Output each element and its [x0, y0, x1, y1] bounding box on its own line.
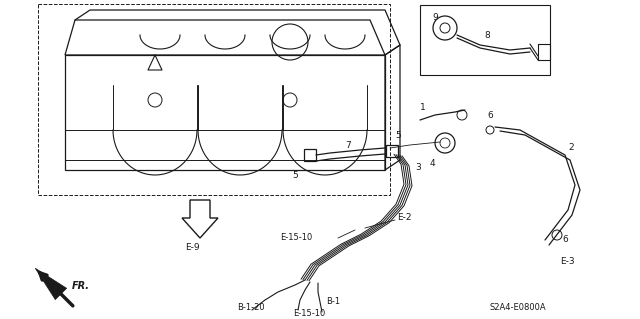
Text: 6: 6 [562, 235, 568, 244]
Text: 2: 2 [568, 144, 573, 152]
Text: 6: 6 [487, 110, 493, 120]
Text: 1: 1 [420, 103, 426, 113]
Text: E-9: E-9 [185, 243, 200, 253]
Text: B-1: B-1 [326, 298, 340, 307]
Text: 4: 4 [430, 159, 436, 167]
Bar [304, 149, 316, 161]
Text: E-15-10: E-15-10 [280, 234, 312, 242]
Text: S2A4-E0800A: S2A4-E0800A [490, 303, 547, 313]
Text: 7: 7 [345, 140, 351, 150]
Text: 3: 3 [415, 164, 420, 173]
Text: 5: 5 [292, 170, 298, 180]
Polygon shape [35, 268, 67, 300]
Text: 8: 8 [484, 32, 490, 41]
Text: B-1-20: B-1-20 [237, 303, 264, 313]
Text: FR.: FR. [72, 281, 90, 291]
Text: 9: 9 [432, 13, 438, 23]
Text: E-3: E-3 [560, 257, 575, 266]
Text: E-2: E-2 [397, 213, 412, 222]
Text: E-15-10: E-15-10 [293, 308, 325, 317]
Bar [386, 145, 398, 157]
Text: 5: 5 [395, 130, 401, 139]
